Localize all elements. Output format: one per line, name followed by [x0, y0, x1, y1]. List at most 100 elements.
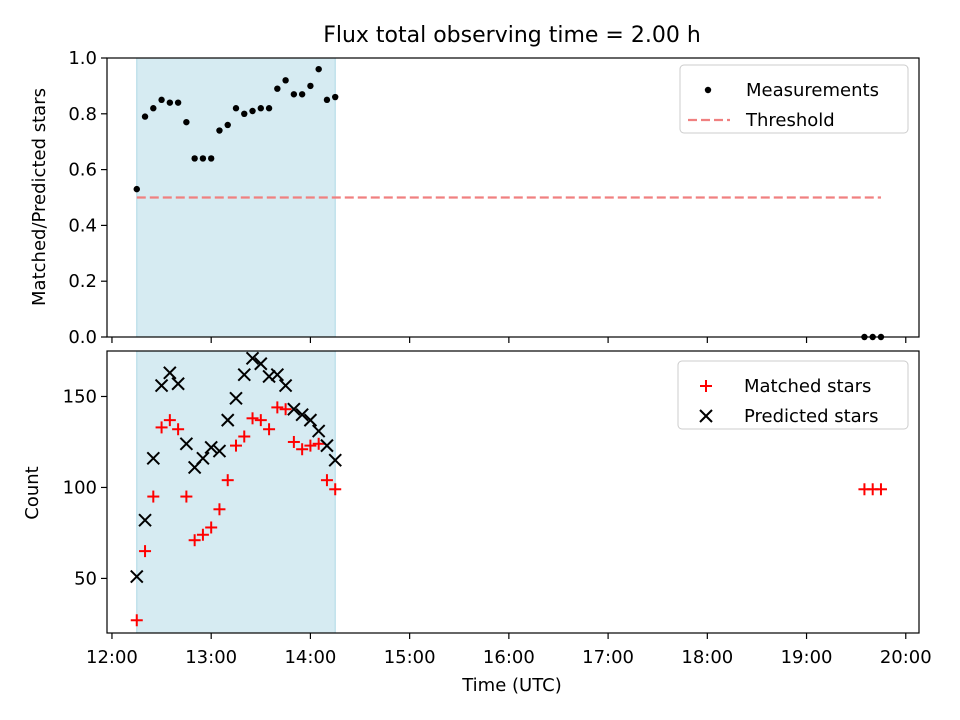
- matched-stars-point: [130, 614, 143, 627]
- predicted-stars-point-b: [138, 513, 152, 527]
- x-tick-label: 13:00: [185, 647, 237, 668]
- legend-predicted-swatch: [699, 409, 713, 423]
- predicted-stars-point: [237, 367, 251, 382]
- y-tick-label: 0.8: [68, 104, 97, 125]
- x-tick-label: 19:00: [781, 647, 833, 668]
- measurement-point: [332, 93, 339, 101]
- y-tick-label: 0.2: [68, 271, 97, 292]
- measurement-point: [249, 107, 256, 115]
- count-y-axis-label: Count: [22, 466, 43, 519]
- matched-stars-point: [155, 421, 168, 434]
- predicted-stars-point-b: [270, 367, 285, 382]
- predicted-stars-point: [130, 569, 144, 584]
- measurement-point: [174, 99, 182, 106]
- matched-stars-point: [196, 528, 209, 541]
- matched-stars-point: [329, 483, 342, 496]
- predicted-stars-point: [163, 366, 177, 380]
- matched-stars-point: [246, 412, 259, 425]
- y-tick-label: 50: [74, 568, 97, 589]
- legend: Measurements Threshold: [679, 64, 909, 134]
- x-tick-label: 16:00: [483, 647, 535, 668]
- count-panel: Count Time (UTC) 50 100 150 12:00 13:00 14:00…: [22, 350, 932, 696]
- predicted-stars-point-b: [303, 413, 318, 427]
- legend-box: [677, 360, 909, 430]
- measurement-point: [282, 77, 289, 84]
- measurement-point: [216, 127, 223, 134]
- predicted-stars-point: [229, 391, 243, 406]
- measurement-point: [199, 155, 207, 162]
- measurement-point: [274, 85, 281, 92]
- predicted-stars-point: [328, 453, 342, 467]
- legend-label: Predicted stars: [744, 406, 878, 427]
- predicted-stars-point-b: [163, 366, 177, 380]
- measurement-point: [232, 105, 240, 112]
- matched-stars-point: [205, 521, 218, 534]
- predicted-stars-point-b: [154, 378, 169, 393]
- measurement-point: [207, 155, 215, 162]
- matched-stars-point: [279, 403, 292, 416]
- predicted-stars-point-b: [278, 378, 293, 393]
- x-tick-label: 15:00: [384, 647, 436, 668]
- plot-frame: [106, 57, 920, 338]
- predicted-stars-point-b: [179, 437, 194, 451]
- predicted-stars-point-b: [221, 413, 235, 427]
- matched-stars-point: [263, 423, 276, 436]
- predicted-stars-point: [204, 440, 218, 455]
- predicted-stars-point-b: [171, 377, 185, 391]
- measurement-point: [158, 96, 165, 104]
- predicted-stars-point-b: [311, 424, 326, 438]
- predicted-stars-point-b: [146, 451, 161, 466]
- y-tick-label: 0.4: [68, 215, 97, 236]
- matched-stars-point: [320, 474, 333, 487]
- ratio-y-axis-label: Matched/Predicted stars: [29, 88, 50, 306]
- measurement-point: [298, 91, 306, 98]
- legend: Matched stars Predicted stars: [677, 360, 909, 430]
- matched-stars-point: [254, 414, 267, 427]
- ratio-panel: Flux total observing time = 2.00 h Match…: [29, 23, 920, 348]
- measurement-point: [150, 105, 157, 112]
- matched-stars-point: [238, 430, 251, 443]
- predicted-stars-point-b: [130, 569, 144, 584]
- matched-stars-point: [188, 534, 201, 547]
- predicted-stars-point: [320, 438, 334, 453]
- x-tick-label: 18:00: [681, 647, 733, 668]
- predicted-stars-point: [245, 351, 260, 365]
- measurement-point: [191, 155, 198, 162]
- legend-measurements-swatch: [704, 86, 712, 94]
- legend-box: [679, 64, 909, 134]
- y-tick-label: 100: [63, 477, 97, 498]
- measurement-point: [133, 185, 140, 193]
- measurement-point: [265, 105, 273, 112]
- y-tick-label: 1.0: [68, 48, 97, 69]
- predicted-stars-point-b: [328, 453, 342, 467]
- predicted-stars-point: [311, 424, 326, 438]
- matched-stars-point: [271, 401, 284, 414]
- predicted-stars-point-b: [237, 367, 251, 382]
- legend-matched-swatch: [700, 380, 712, 392]
- predicted-stars-point: [287, 402, 301, 416]
- matched-stars-point: [139, 545, 152, 558]
- legend-label: Matched stars: [744, 376, 871, 397]
- y-tick-label: 0.6: [68, 160, 97, 181]
- measurement-point: [307, 82, 314, 90]
- measurement-point: [323, 96, 331, 104]
- predicted-stars-point: [146, 451, 161, 466]
- predicted-stars-point-b: [196, 451, 210, 466]
- predicted-stars-point-b: [320, 438, 334, 453]
- plot-frame: [106, 350, 920, 634]
- matched-stars-point: [213, 503, 226, 516]
- predicted-stars-point: [221, 413, 235, 427]
- matched-stars-point: [163, 414, 176, 427]
- predicted-stars-point: [270, 367, 285, 382]
- matched-stars-point: [287, 435, 300, 448]
- matched-stars-point: [180, 490, 193, 503]
- legend-label: Threshold: [745, 110, 835, 131]
- chart-title: Flux total observing time = 2.00 h: [323, 23, 701, 48]
- x-tick-label: 20:00: [880, 647, 932, 668]
- predicted-stars-point: [303, 413, 318, 427]
- matched-stars-point: [304, 439, 317, 452]
- predicted-stars-point: [138, 513, 152, 527]
- matched-stars-point: [874, 483, 887, 496]
- measurement-point: [315, 65, 322, 73]
